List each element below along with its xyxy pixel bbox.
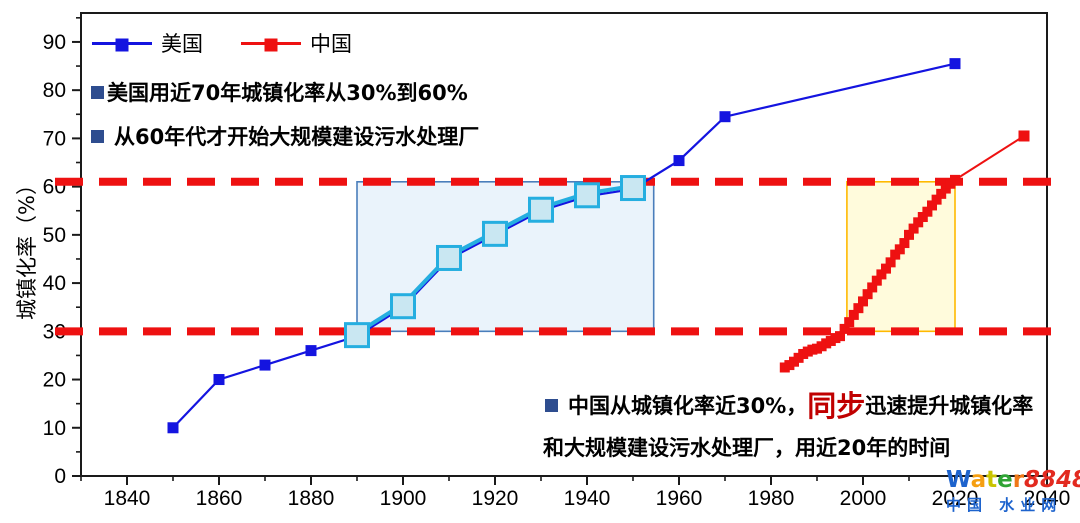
x-tick-label: 2020 xyxy=(932,487,979,510)
y-tick-label: 50 xyxy=(43,224,66,247)
annotation-usa-line2: 从60年代才开始大规模建设污水处理厂 xyxy=(91,121,479,151)
legend-item-china[interactable]: 中国 xyxy=(241,28,352,58)
legend-item-usa[interactable]: 美国 xyxy=(92,28,203,58)
watermark-subtitle: 中国 水业网 xyxy=(946,496,1063,514)
x-tick-label: 1880 xyxy=(288,487,335,510)
x-tick-label: 1940 xyxy=(564,487,611,510)
annotation-china-line1: 中国从城镇化率近30%，同步迅速提升城镇化率 xyxy=(545,390,1033,421)
brand-letter: a xyxy=(970,467,987,493)
brand-letter: e xyxy=(997,467,1013,493)
annotation-china-line1-pre: 中国从城镇化率近30%， xyxy=(568,394,808,418)
y-tick-label: 90 xyxy=(43,31,66,54)
square-bullet-icon xyxy=(91,86,104,99)
x-tick-label: 2000 xyxy=(840,487,887,510)
y-tick-label: 80 xyxy=(43,79,66,102)
y-tick-label: 40 xyxy=(43,272,66,295)
china-projection xyxy=(954,130,1030,181)
legend: 美国 中国 xyxy=(92,28,352,58)
x-tick-label: 1840 xyxy=(104,487,151,510)
usa-line-marker-icon xyxy=(92,38,152,51)
annotation-china-line1-post: 迅速提升城镇化率 xyxy=(865,394,1034,418)
x-tick-label: 1960 xyxy=(656,487,703,510)
brand-letter: r xyxy=(1012,467,1025,493)
china-line-marker-icon xyxy=(241,38,301,51)
y-tick-label: 10 xyxy=(43,417,66,440)
y-tick-label: 30 xyxy=(43,320,66,343)
x-tick-label: 1860 xyxy=(196,487,243,510)
annotation-usa-line1: 美国用近70年城镇化率从30%到60% xyxy=(91,77,468,107)
y-tick-label: 70 xyxy=(43,127,66,150)
annotation-china-line2-text: 和大规模建设污水处理厂，用近20年的时间 xyxy=(543,436,951,460)
brand-letter: W xyxy=(946,467,971,493)
watermark-brand-letters: Water xyxy=(946,467,1024,493)
x-tick-label: 1980 xyxy=(748,487,795,510)
annotation-usa-line2-text: 从60年代才开始大规模建设污水处理厂 xyxy=(114,125,480,149)
y-tick-label: 0 xyxy=(54,465,66,488)
brand-letter: t xyxy=(986,467,998,493)
y-tick-label: 20 xyxy=(43,369,66,392)
annotation-china-line2: 和大规模建设污水处理厂，用近20年的时间 xyxy=(543,432,950,462)
square-bullet-icon xyxy=(545,399,558,412)
usa-series xyxy=(172,62,956,429)
watermark-brand-number: 8848 xyxy=(1024,467,1080,493)
legend-label-china: 中国 xyxy=(310,32,352,56)
china-series xyxy=(779,174,960,373)
reference-lines xyxy=(55,177,1063,336)
usa-markers xyxy=(167,58,961,434)
y-axis-title: 城镇化率（%） xyxy=(15,174,39,320)
usa-square-icon xyxy=(115,38,129,51)
watermark[interactable]: Water8848.com 中国 水业网 xyxy=(946,469,1080,517)
legend-label-usa: 美国 xyxy=(161,32,203,56)
x-tick-label: 1900 xyxy=(380,487,427,510)
square-bullet-icon xyxy=(91,130,104,143)
annotation-china-highlight: 同步 xyxy=(807,389,866,423)
annotation-usa-line1-text: 美国用近70年城镇化率从30%到60% xyxy=(107,81,468,105)
x-tick-label: 2040 xyxy=(1024,487,1071,510)
china-square-icon xyxy=(264,38,278,51)
axes: 1840 1860 1880 1900 1920 1940 1960 1980 2000 2020… xyxy=(43,12,1071,510)
watermark-brand-row: Water8848.com xyxy=(946,469,1080,496)
x-tick-label: 1920 xyxy=(472,487,519,510)
